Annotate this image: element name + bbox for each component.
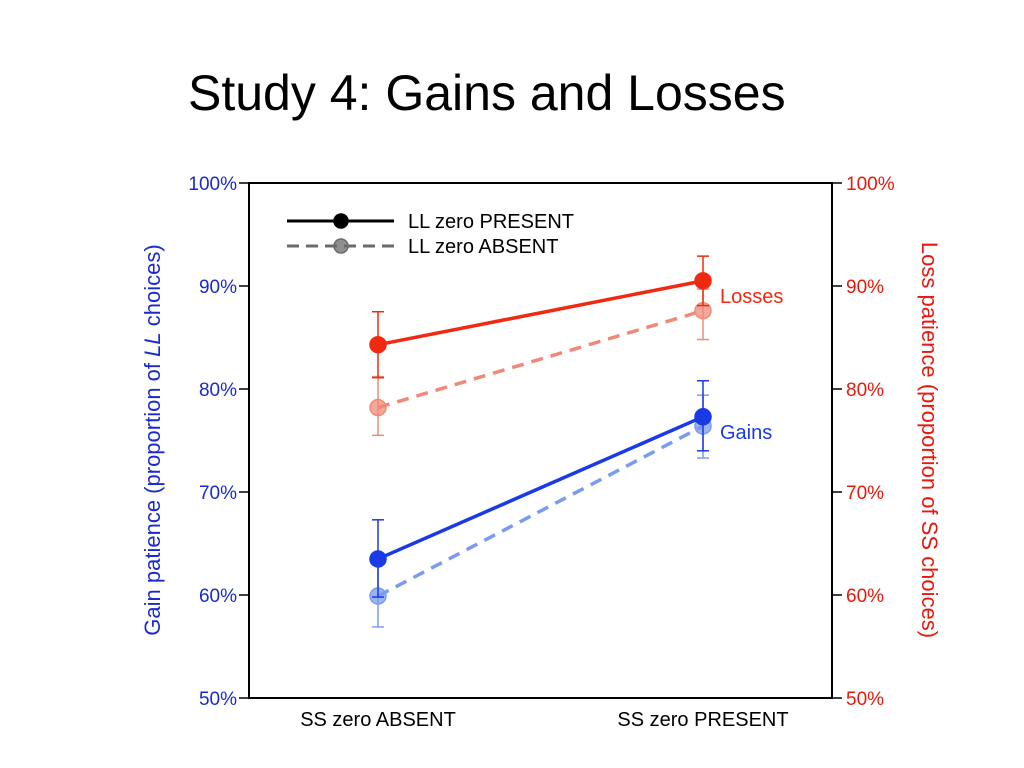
left-tick-label: 80%: [199, 380, 237, 401]
y-right-axis-title: Loss patience (proportion of SS choices): [917, 242, 942, 638]
y-left-axis-title: Gain patience (proportion of LL choices): [140, 244, 165, 635]
right-axis-ticks: 50% 60% 70% 80% 90% 100%: [832, 174, 895, 710]
left-tick-label: 50%: [199, 689, 237, 710]
series-line: [377, 279, 704, 347]
right-tick-label: 80%: [846, 380, 884, 401]
x-category-label: SS zero ABSENT: [300, 709, 456, 731]
right-tick-label: 70%: [846, 483, 884, 504]
left-tick-label: 90%: [199, 277, 237, 298]
data-point: [369, 335, 387, 354]
left-axis-ticks: 50% 60% 70% 80% 90% 100%: [188, 174, 249, 710]
series-gains-absent: [369, 394, 712, 628]
x-category-label: SS zero PRESENT: [617, 709, 788, 731]
legend-label: LL zero PRESENT: [408, 211, 574, 233]
data-point: [369, 398, 387, 417]
series-line: [377, 309, 704, 410]
right-tick-label: 50%: [846, 689, 884, 710]
series-line: [377, 415, 704, 561]
legend-marker: [333, 238, 349, 254]
right-tick-label: 100%: [846, 174, 895, 195]
data-point: [369, 550, 387, 568]
series-line: [377, 424, 704, 598]
right-tick-label: 60%: [846, 586, 884, 607]
legend-marker: [333, 213, 349, 229]
plot-frame: [248, 182, 833, 699]
left-tick-label: 70%: [199, 483, 237, 504]
series-gains-present: [369, 380, 712, 598]
slide-title: Study 4: Gains and Losses: [188, 65, 786, 121]
y-left-title-part: Gain patience (proportion of: [140, 357, 165, 636]
x-axis-categories: SS zero ABSENT SS zero PRESENT: [300, 709, 788, 731]
right-tick-label: 90%: [846, 277, 884, 298]
legend: LL zero PRESENT LL zero ABSENT: [287, 211, 574, 258]
legend-label: LL zero ABSENT: [408, 236, 558, 258]
y-left-title-part: LL: [140, 332, 165, 356]
left-tick-label: 60%: [199, 586, 237, 607]
data-point: [694, 272, 712, 290]
y-left-title-part: choices): [140, 244, 165, 332]
series-losses-present: [369, 255, 712, 379]
left-tick-label: 100%: [188, 174, 237, 195]
series-label-losses: Losses: [720, 286, 783, 308]
series-group: [369, 255, 712, 628]
series-labels: Losses Gains: [720, 286, 783, 444]
data-point: [694, 408, 712, 426]
series-label-gains: Gains: [720, 422, 772, 444]
